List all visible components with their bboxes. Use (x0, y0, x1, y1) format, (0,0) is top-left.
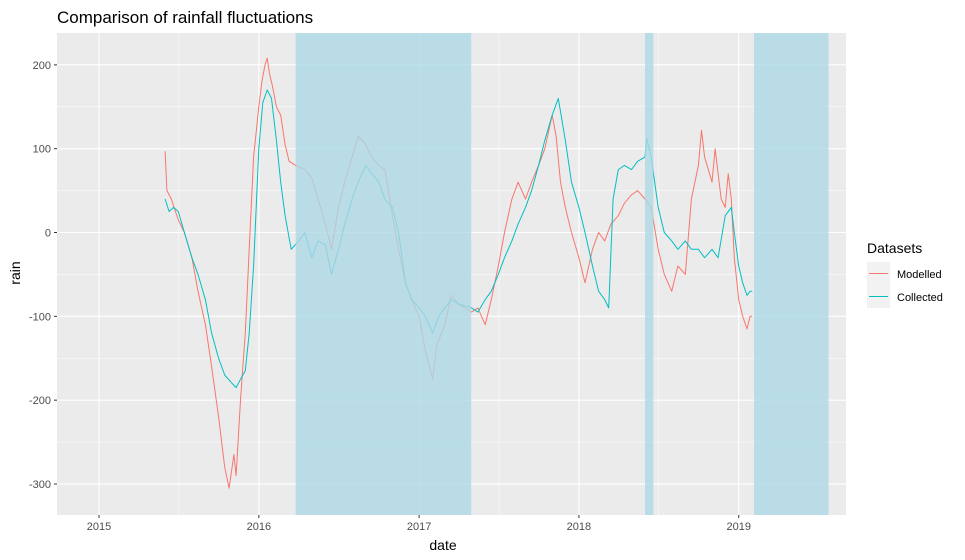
x-axis-title: date (429, 537, 456, 553)
x-tick-label: 2015 (87, 521, 111, 533)
x-tick-label: 2019 (726, 521, 750, 533)
y-axis-ticks: 200 100 0 -100 -200 -300 (29, 60, 57, 491)
legend-label-collected: Collected (897, 292, 943, 304)
x-tick-label: 2017 (407, 521, 431, 533)
x-tick-label: 2018 (567, 521, 591, 533)
y-tick-label: -200 (29, 395, 51, 407)
y-axis-title: rain (7, 261, 23, 284)
y-tick-label: -100 (29, 311, 51, 323)
legend-label-modelled: Modelled (897, 269, 942, 281)
shaded-periods (295, 33, 829, 515)
chart-title: Comparison of rainfall fluctuations (57, 8, 313, 27)
shaded-period (295, 33, 472, 515)
y-tick-label: 0 (45, 228, 51, 240)
y-tick-label: 100 (33, 144, 51, 156)
legend-title: Datasets (867, 240, 922, 256)
shaded-period (645, 33, 654, 515)
shaded-period (754, 33, 829, 515)
legend: Datasets Modelled Collected (867, 240, 943, 308)
x-tick-label: 2016 (247, 521, 271, 533)
y-tick-label: 200 (33, 60, 51, 72)
x-axis-ticks: 2015 2016 2017 2018 2019 (87, 515, 751, 533)
y-tick-label: -300 (29, 479, 51, 491)
